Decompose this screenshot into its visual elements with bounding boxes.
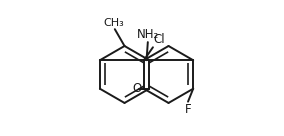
- Text: Cl: Cl: [154, 33, 165, 46]
- Text: CH₃: CH₃: [104, 18, 125, 28]
- Text: F: F: [185, 103, 191, 116]
- Text: O: O: [132, 82, 141, 95]
- Text: NH₂: NH₂: [137, 28, 159, 41]
